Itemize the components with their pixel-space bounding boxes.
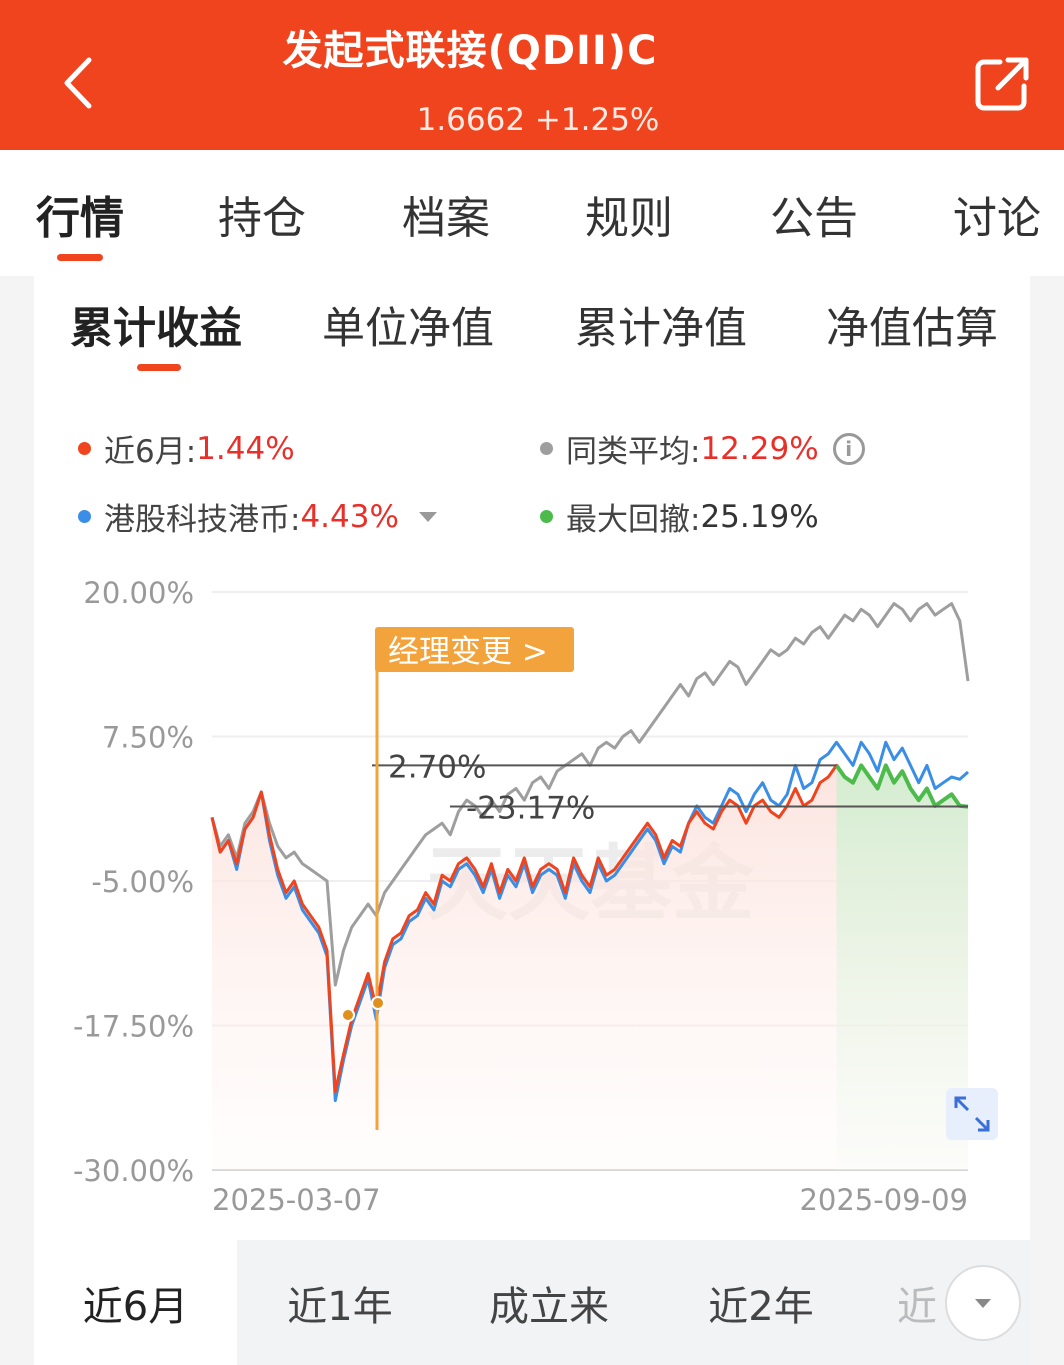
nav-change: 1.6662 +1.25%: [416, 102, 660, 138]
max-label: 2.70%: [388, 749, 486, 785]
range-1y[interactable]: 近1年: [287, 1283, 393, 1330]
range-selector: 近6月 近1年 成立来 近2年 近: [34, 1240, 1030, 1365]
y-axis-ticks: 20.00% 7.50% -5.00% -17.50% -30.00%: [73, 576, 194, 1188]
legend-drawdown-value: 25.19%: [700, 498, 819, 535]
subtab-unit-nav[interactable]: 单位净值: [322, 304, 494, 354]
tab-holdings[interactable]: 持仓: [218, 193, 306, 244]
dropdown-caret-icon[interactable]: [418, 511, 437, 522]
event-marker: [371, 996, 385, 1010]
subtab-cumulative-return[interactable]: 累计收益: [70, 304, 242, 354]
y-tick-label: 20.00%: [83, 576, 194, 610]
tab-announcements[interactable]: 公告: [770, 193, 858, 244]
chevron-left-icon: [64, 57, 92, 109]
subtab-nav-estimate[interactable]: 净值估算: [826, 304, 998, 354]
y-tick-label: -30.00%: [73, 1154, 194, 1188]
legend-fund: 近6月: 1.44%: [78, 426, 295, 471]
event-marker: [341, 1008, 355, 1022]
legend-fund-value: 1.44%: [196, 430, 295, 467]
legend-drawdown: 最大回撤: 25.19%: [540, 494, 819, 539]
legend-peer-label: 同类平均:: [566, 434, 701, 470]
fund-area: [212, 765, 968, 1170]
page-title: 发起式联接(QDII)C: [282, 28, 658, 74]
legend-index[interactable]: 港股科技港币: 4.43%: [78, 494, 437, 539]
manager-change-label[interactable]: 经理变更 >: [388, 634, 548, 670]
more-ranges-button[interactable]: [945, 1265, 1021, 1341]
legend-index-value: 4.43%: [300, 498, 399, 535]
range-2y[interactable]: 近2年: [708, 1283, 814, 1330]
share-button[interactable]: [970, 52, 1034, 116]
legend-peer-value: 12.29%: [700, 430, 819, 467]
series-line-1: [210, 740, 969, 1103]
legend-fund-dot: [78, 442, 91, 455]
range-6m[interactable]: 近6月: [34, 1240, 237, 1365]
back-button[interactable]: [48, 48, 108, 118]
legend-peer-dot: [540, 442, 553, 455]
return-chart[interactable]: 20.00%7.50%-5.00%-17.50%-30.00% 天天基金 2.7…: [0, 0, 1064, 1240]
drawdown-area: [836, 765, 968, 1170]
x-tick-label-start: 2025-03-07: [212, 1183, 381, 1217]
header-bar: 发起式联接(QDII)C 1.6662 +1.25%: [0, 0, 1064, 150]
tab-rules[interactable]: 规则: [585, 193, 673, 244]
active-subtab-indicator: [137, 364, 181, 371]
share-icon: [975, 57, 1029, 111]
range-more[interactable]: 近: [897, 1283, 937, 1330]
legend-fund-label: 近6月:: [104, 434, 197, 470]
subtab-cumulative-nav[interactable]: 累计净值: [575, 304, 747, 354]
info-icon[interactable]: i: [832, 432, 865, 465]
x-axis-labels: 2025-03-07 2025-09-09: [212, 1183, 968, 1217]
legend-drawdown-label: 最大回撤:: [566, 502, 701, 538]
legend-index-label: 港股科技港币:: [104, 502, 301, 538]
manager-change-badge[interactable]: [375, 627, 574, 672]
min-label: -23.17%: [466, 791, 595, 827]
main-tabs: 行情 持仓 档案 规则 公告 讨论: [0, 150, 1064, 276]
chevron-down-icon: [975, 1298, 991, 1308]
legend-index-dot: [78, 510, 91, 523]
legend-peer: 同类平均: 12.29% i: [540, 426, 865, 471]
range-background: [237, 1240, 1030, 1365]
tab-discussion[interactable]: 讨论: [953, 193, 1041, 244]
y-tick-label: 7.50%: [102, 721, 194, 755]
x-tick-label-end: 2025-09-09: [799, 1183, 968, 1217]
expand-chart-button[interactable]: [946, 1088, 998, 1140]
active-tab-indicator: [57, 254, 103, 261]
range-since-inception[interactable]: 成立来: [489, 1283, 609, 1330]
legend-drawdown-dot: [540, 510, 553, 523]
y-tick-label: -5.00%: [91, 865, 194, 899]
drawdown-line: [834, 763, 969, 809]
tab-profile[interactable]: 档案: [402, 193, 490, 244]
tab-market[interactable]: 行情: [36, 193, 124, 244]
y-tick-label: -17.50%: [73, 1010, 194, 1044]
expand-icon: [954, 1096, 990, 1132]
